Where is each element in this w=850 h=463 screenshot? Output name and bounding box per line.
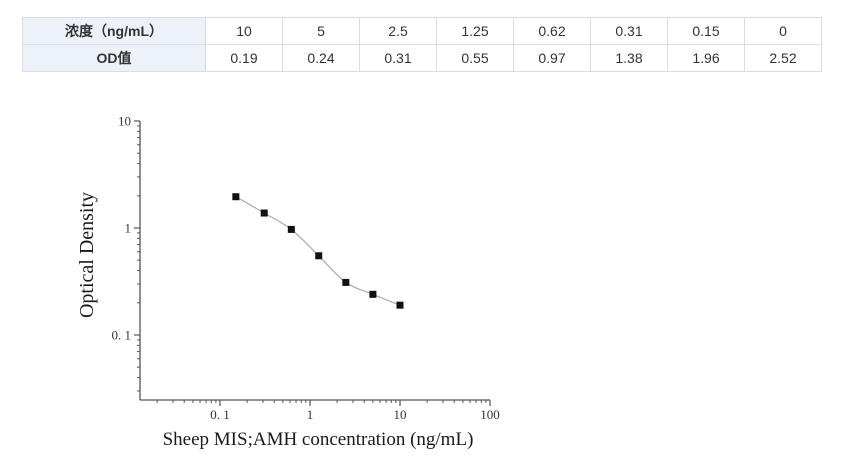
table-cell: 0.31: [590, 17, 668, 45]
data-point-marker: [232, 193, 240, 201]
table-cell: 2.52: [744, 44, 822, 72]
data-point-marker: [260, 209, 268, 217]
x-tick-label: 100: [480, 407, 500, 422]
table-cell: 5: [282, 17, 360, 45]
table-cell: 0.97: [513, 44, 591, 72]
table-cell: 0.31: [359, 44, 437, 72]
table-cell: 1.25: [436, 17, 514, 45]
table-cell: 0.15: [667, 17, 745, 45]
y-tick-label: 1: [125, 221, 132, 236]
table-row-concentration: 浓度（ng/mL） 10 5 2.5 1.25 0.62 0.31 0.15 0: [22, 17, 822, 45]
table-cell: 0.19: [205, 44, 283, 72]
data-point-marker: [315, 252, 323, 260]
table-cell: 0.24: [282, 44, 360, 72]
data-point-marker: [342, 278, 350, 286]
x-tick-label: 1: [307, 407, 314, 422]
y-axis-title: Optical Density: [76, 192, 98, 318]
y-tick-label: 0. 1: [112, 328, 132, 343]
row-header-od: OD值: [22, 44, 206, 72]
table-row-od: OD值 0.19 0.24 0.31 0.55 0.97 1.38 1.96 2…: [22, 44, 822, 72]
y-tick-label: 10: [118, 114, 131, 129]
x-tick-label: 0. 1: [210, 407, 230, 422]
row-header-concentration: 浓度（ng/mL）: [22, 17, 206, 45]
x-tick-label: 10: [394, 407, 407, 422]
table-cell: 10: [205, 17, 283, 45]
standards-table: 浓度（ng/mL） 10 5 2.5 1.25 0.62 0.31 0.15 0…: [22, 17, 822, 72]
standard-curve-svg: 10 1 0. 1 0. 1 1 10 100 Sheep MIS;AMH concentra…: [76, 114, 500, 451]
data-point-marker: [396, 301, 404, 309]
table-cell: 2.5: [359, 17, 437, 45]
x-axis-title: Sheep MIS;AMH concentration (ng/mL): [163, 429, 474, 450]
data-point-marker: [369, 290, 377, 298]
table-cell: 0: [744, 17, 822, 45]
curve-line: [235, 196, 401, 306]
standard-curve-chart: 10 1 0. 1 0. 1 1 10 100 Sheep MIS;AMH concentra…: [0, 100, 560, 463]
table-cell: 0.62: [513, 17, 591, 45]
table-cell: 1.38: [590, 44, 668, 72]
table-cell: 0.55: [436, 44, 514, 72]
table-cell: 1.96: [667, 44, 745, 72]
data-point-marker: [287, 225, 295, 233]
